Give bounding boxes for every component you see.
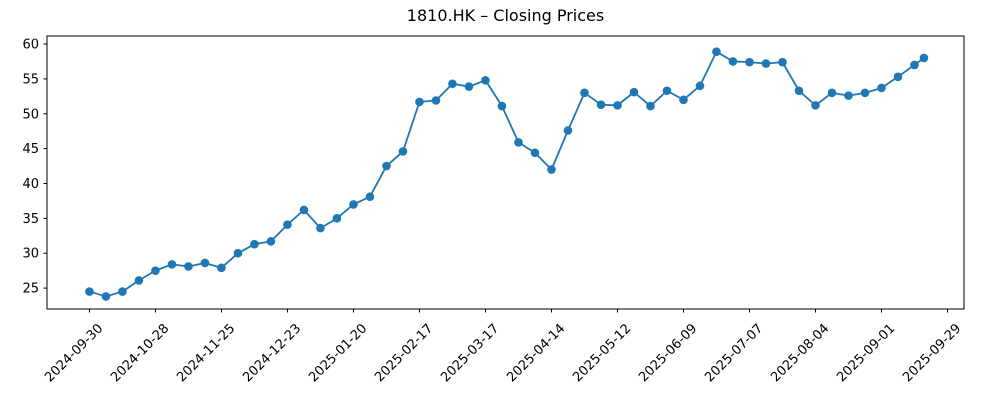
x-tick-label: 2025-01-20 <box>306 321 370 385</box>
y-tick-label: 45 <box>22 142 39 157</box>
data-point-marker <box>580 88 589 98</box>
y-tick-label: 30 <box>22 247 39 262</box>
y-tick-label: 35 <box>22 212 39 227</box>
x-tick-label: 2024-12-23 <box>240 321 304 385</box>
x-tick-label: 2025-08-04 <box>768 321 832 385</box>
data-point-marker <box>217 263 226 273</box>
x-tick-label: 2025-05-12 <box>570 321 634 385</box>
data-point-marker <box>761 59 771 68</box>
y-tick-label: 55 <box>22 72 39 87</box>
data-point-marker <box>266 237 276 246</box>
y-tick-label: 60 <box>22 38 39 53</box>
data-point-marker <box>118 287 127 296</box>
y-tick-label: 50 <box>22 107 39 122</box>
data-point-marker <box>728 57 738 66</box>
data-point-marker <box>563 126 573 135</box>
x-tick-label: 2025-09-29 <box>900 321 964 385</box>
x-tick-label: 2025-02-17 <box>372 321 436 385</box>
data-point-marker <box>349 200 358 209</box>
data-point-marker <box>919 53 929 63</box>
data-point-marker <box>514 138 523 147</box>
x-tick-label: 2024-11-25 <box>174 321 238 385</box>
data-point-marker <box>134 276 144 285</box>
data-point-marker <box>629 87 639 97</box>
data-point-marker <box>662 86 672 96</box>
data-point-marker <box>811 101 820 110</box>
data-point-marker <box>860 88 870 98</box>
data-point-marker <box>464 82 474 91</box>
data-point-marker <box>332 214 342 223</box>
data-point-marker <box>679 95 688 105</box>
data-point-marker <box>85 287 94 296</box>
data-point-marker <box>596 100 606 109</box>
data-point-marker <box>382 161 391 171</box>
data-point-marker <box>415 97 424 107</box>
data-point-marker <box>365 192 375 202</box>
data-point-marker <box>184 262 193 271</box>
data-point-marker <box>101 292 111 301</box>
data-point-marker <box>481 75 490 85</box>
data-point-marker <box>827 88 837 98</box>
data-point-marker <box>794 86 804 96</box>
x-tick-label: 2025-04-14 <box>504 321 568 385</box>
data-point-marker <box>547 165 556 174</box>
y-tick-label: 25 <box>22 282 39 297</box>
data-point-marker <box>530 148 540 158</box>
data-point-marker <box>250 239 259 249</box>
data-point-marker <box>497 101 507 111</box>
data-point-marker <box>613 101 622 110</box>
data-point-marker <box>151 266 160 275</box>
y-tick-label: 40 <box>22 177 39 192</box>
data-point-marker <box>233 248 243 258</box>
data-point-marker <box>910 60 919 70</box>
data-point-marker <box>316 223 325 233</box>
data-point-marker <box>299 205 309 215</box>
data-point-marker <box>431 96 441 105</box>
data-point-marker <box>844 91 853 100</box>
data-point-marker <box>167 260 177 269</box>
data-point-marker <box>646 101 655 111</box>
data-point-marker <box>398 147 408 156</box>
x-tick-label: 2024-10-28 <box>108 321 172 385</box>
x-tick-label: 2025-07-07 <box>702 321 766 385</box>
data-point-marker <box>283 220 292 229</box>
price-line <box>89 50 925 298</box>
data-point-marker <box>745 57 754 67</box>
data-point-marker <box>695 81 705 91</box>
data-point-marker <box>200 258 210 268</box>
x-tick-label: 2025-06-09 <box>636 321 700 385</box>
data-point-marker <box>448 79 457 89</box>
plot-frame <box>46 35 965 310</box>
x-tick-label: 2025-09-01 <box>834 321 898 385</box>
data-point-marker <box>712 47 721 56</box>
x-tick-label: 2025-03-17 <box>438 321 502 385</box>
data-point-marker <box>877 83 886 93</box>
data-point-marker <box>778 57 787 67</box>
chart-title: 1810.HK – Closing Prices <box>406 6 605 25</box>
data-point-marker <box>893 72 903 82</box>
x-tick-label: 2024-09-30 <box>42 321 106 385</box>
